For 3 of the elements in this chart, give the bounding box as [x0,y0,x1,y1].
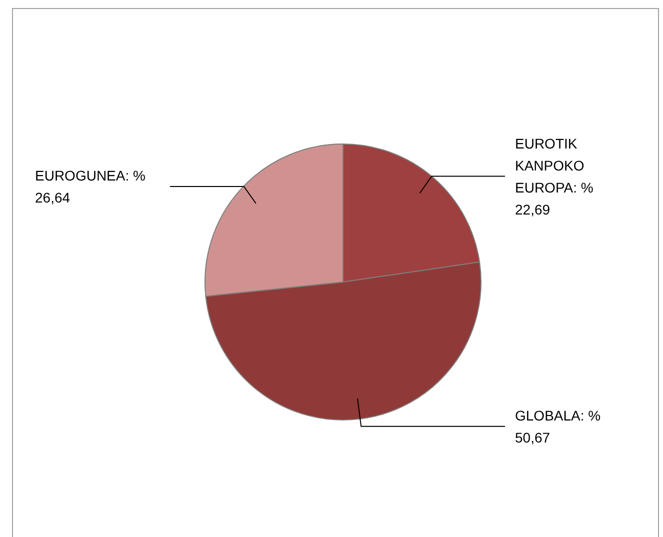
slice-label: EUROTIK KANPOKO EUROPA: % 22,69 [515,135,594,218]
slice-label: EUROGUNEA: % 26,64 [35,167,146,206]
slice-label: GLOBALA: % 50,67 [515,407,601,446]
